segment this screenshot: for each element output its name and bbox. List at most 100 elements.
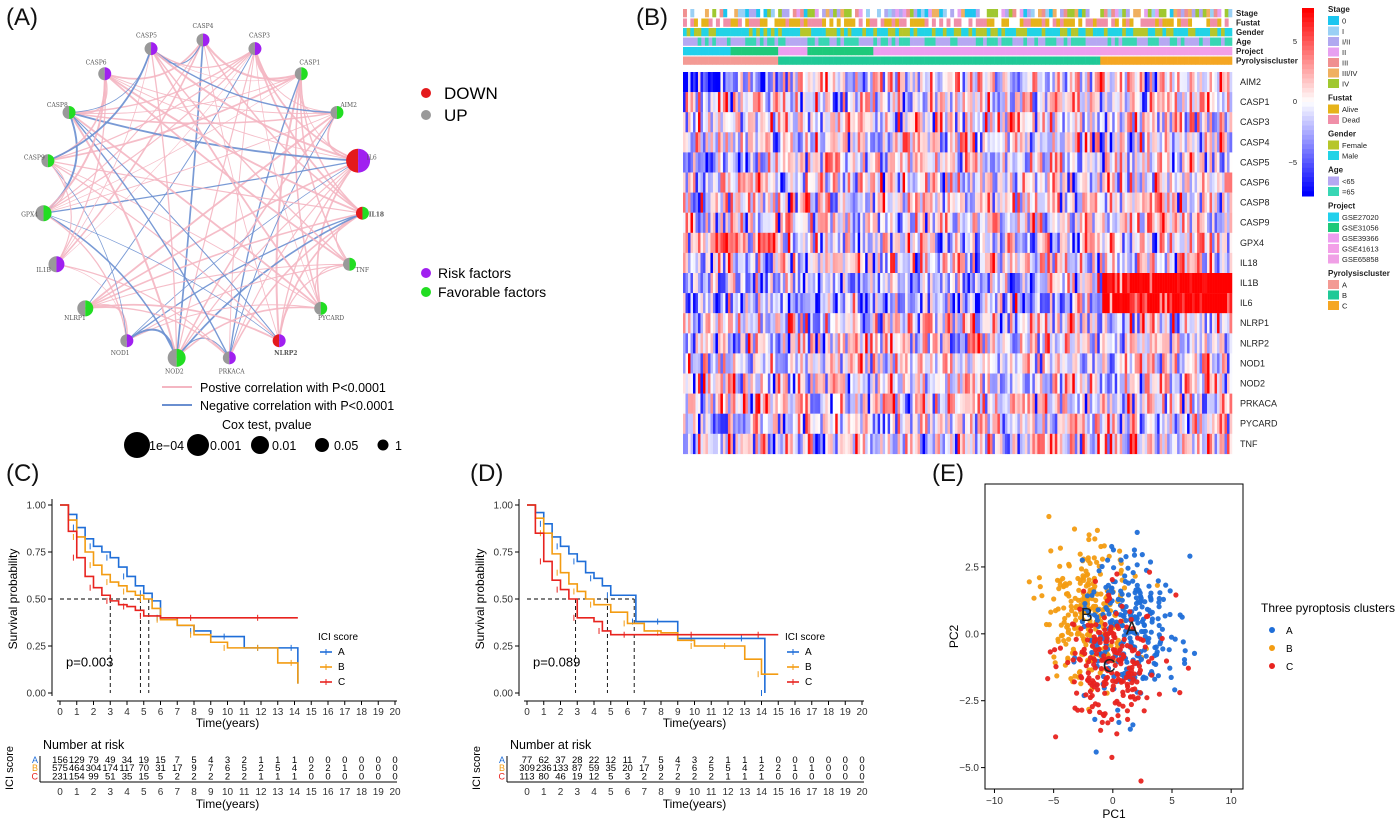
heatmap-cell <box>1159 293 1163 314</box>
heatmap-cell <box>1017 252 1021 274</box>
annotation-cell <box>1019 28 1024 37</box>
heatmap-cell <box>840 192 843 213</box>
heatmap-cell <box>835 353 838 374</box>
heatmap-cell <box>962 212 966 233</box>
heatmap-cell <box>1079 112 1083 133</box>
heatmap-cell <box>785 152 789 173</box>
heatmap-cell <box>760 313 764 334</box>
heatmap-cell <box>792 333 796 354</box>
heatmap-cell <box>822 112 826 133</box>
heatmap-cell <box>1129 112 1133 133</box>
heatmap-cell <box>830 373 833 394</box>
heatmap-cell <box>802 393 806 414</box>
heatmap-cell <box>1219 252 1223 274</box>
heatmap-cell <box>1097 393 1100 414</box>
annotation-cell <box>829 9 834 18</box>
heatmap-cell <box>1094 333 1098 354</box>
heatmap-cell <box>800 413 804 434</box>
heatmap-cell <box>685 273 689 294</box>
heatmap-cell <box>935 252 938 274</box>
heatmap-cell <box>1054 333 1058 354</box>
heatmap-cell <box>852 293 856 314</box>
heatmap-cell <box>890 232 893 254</box>
heatmap-cell <box>942 152 946 173</box>
annotation-cell <box>1133 9 1138 18</box>
heatmap-cell <box>692 393 696 414</box>
annotation-cell <box>752 18 757 27</box>
heatmap-cell <box>997 353 1001 374</box>
heatmap-cell <box>1197 273 1200 294</box>
heatmap-cell <box>805 293 809 314</box>
heatmap-cell <box>997 293 1001 314</box>
heatmap-cell <box>892 172 896 193</box>
heatmap-cell <box>1182 92 1185 113</box>
heatmap-cell <box>707 373 711 394</box>
annotation-cell <box>1180 37 1185 46</box>
heatmap-cell <box>1087 293 1091 314</box>
heatmap-cell <box>982 353 986 374</box>
annotation-cell <box>972 28 977 37</box>
heatmap-cell <box>907 212 911 233</box>
annotation-cell <box>873 28 878 37</box>
heatmap-cell <box>902 293 906 314</box>
heatmap-cell <box>917 232 921 254</box>
annotation-cell <box>895 28 900 37</box>
heatmap-cell <box>982 112 986 133</box>
heatmap-cell <box>1207 132 1210 153</box>
heatmap-cell <box>872 252 876 274</box>
heatmap-cell <box>1072 212 1076 233</box>
heatmap-cell <box>882 132 886 153</box>
heatmap-cell <box>840 172 843 193</box>
heatmap-cell <box>1154 353 1158 374</box>
heatmap-cell <box>967 393 971 414</box>
annotation-cell <box>1188 47 1193 56</box>
annotation-cell <box>873 56 878 65</box>
heatmap-cell <box>1214 192 1218 213</box>
heatmap-cell <box>972 373 976 394</box>
annotation-cell <box>701 28 706 37</box>
annotation-cell <box>1151 47 1156 56</box>
heatmap-cell <box>1022 212 1026 233</box>
heatmap-cell <box>1009 192 1013 213</box>
heatmap-cell <box>735 172 739 193</box>
heatmap-cell <box>922 313 926 334</box>
heatmap-cell <box>937 393 941 414</box>
node-label: CASP6 <box>86 60 107 67</box>
heatmap-cell <box>950 413 953 434</box>
heatmap-cell <box>860 373 863 394</box>
heatmap-cell <box>1044 112 1048 133</box>
heatmap-cell <box>1199 132 1203 153</box>
heatmap-cell <box>972 293 976 314</box>
annotation-cell <box>986 37 991 46</box>
heatmap-cell <box>740 333 744 354</box>
annotation-cell <box>741 47 746 56</box>
heatmap-cell <box>715 112 719 133</box>
heatmap-cell <box>727 132 731 153</box>
annotation-cell <box>1155 9 1160 18</box>
annotation-cell <box>796 28 801 37</box>
heatmap-cell <box>772 393 776 414</box>
annotation-cell <box>1056 28 1061 37</box>
heatmap-cell <box>683 433 686 455</box>
heatmap-cell <box>687 433 691 455</box>
heatmap-cell <box>1169 252 1173 274</box>
heatmap-cell <box>880 72 883 93</box>
heatmap-cell <box>1209 132 1213 153</box>
heatmap-cell <box>1042 273 1046 294</box>
heatmap-cell <box>685 252 689 274</box>
heatmap-cell <box>860 232 863 254</box>
annotation-cell <box>1140 18 1145 27</box>
annotation-cell <box>789 37 794 46</box>
heatmap-cell <box>1172 413 1175 434</box>
heatmap-cell <box>1152 413 1155 434</box>
annotation-cell <box>898 56 903 65</box>
heatmap-cell <box>1009 152 1013 173</box>
annotation-cell <box>1056 56 1061 65</box>
heatmap-cell <box>1057 212 1061 233</box>
heatmap-cell <box>1029 192 1033 213</box>
annotation-cell <box>990 18 995 27</box>
heatmap-cell <box>955 273 958 294</box>
heatmap-cell <box>722 333 726 354</box>
heatmap-cell <box>840 393 843 414</box>
heatmap-cell <box>922 273 926 294</box>
